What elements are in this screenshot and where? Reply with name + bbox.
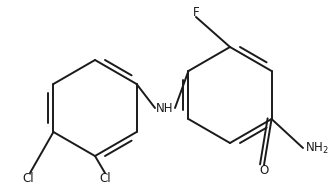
Text: F: F bbox=[193, 5, 199, 19]
Text: Cl: Cl bbox=[99, 171, 111, 184]
Text: NH$_2$: NH$_2$ bbox=[305, 140, 329, 156]
Text: NH: NH bbox=[156, 101, 174, 115]
Text: O: O bbox=[259, 163, 268, 177]
Text: Cl: Cl bbox=[22, 171, 34, 184]
